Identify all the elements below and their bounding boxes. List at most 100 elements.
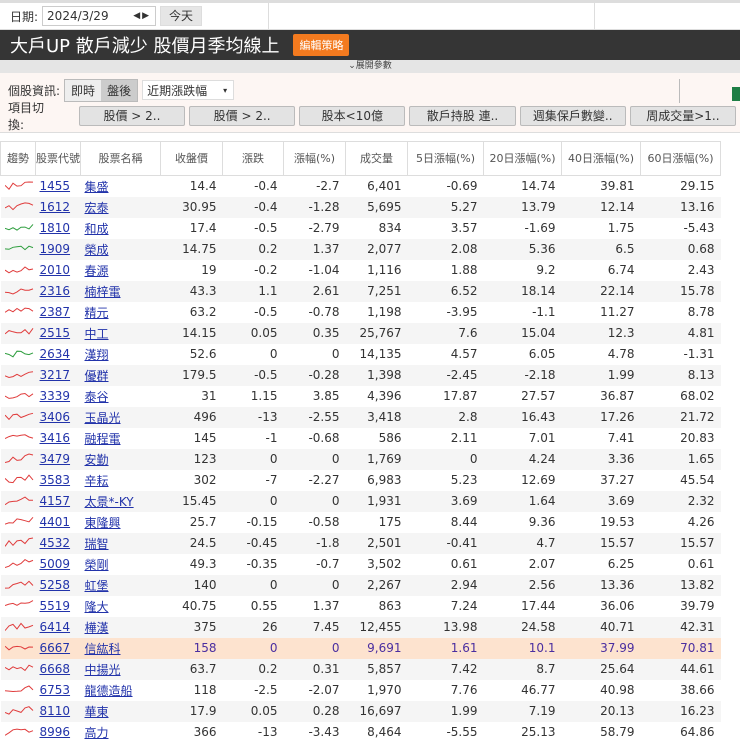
date-input[interactable]: 2024/3/29 ◀▶ — [42, 6, 157, 26]
table-row[interactable]: 4401 東隆興 25.7 -0.15 -0.58 175 8.44 9.36 19.53 4.2… — [1, 512, 721, 533]
column-header[interactable]: 收盤價 — [160, 141, 223, 176]
stock-name-link[interactable]: 安勤 — [84, 452, 109, 467]
stock-name-link[interactable]: 信紘科 — [84, 641, 121, 656]
table-row[interactable]: 5258 虹堡 140 0 0 2,267 2.94 2.56 13.36 13.82 — [0, 574, 721, 596]
today-button[interactable]: 今天 — [160, 6, 203, 26]
stock-name-link[interactable]: 中揚光 — [84, 662, 121, 677]
stock-code-link[interactable]: 2010 — [39, 263, 71, 277]
stock-code-link[interactable]: 2387 — [39, 305, 71, 319]
stock-name-link[interactable]: 漢翔 — [84, 347, 109, 362]
stock-name-link[interactable]: 虹堡 — [84, 578, 109, 593]
stock-code-link[interactable]: 1909 — [39, 242, 71, 256]
stock-name-link[interactable]: 和成 — [84, 221, 109, 236]
stock-code-link[interactable]: 1612 — [39, 200, 71, 214]
column-header[interactable]: 股票代號 — [35, 141, 81, 176]
stock-code-link[interactable]: 6414 — [39, 620, 71, 634]
info-select[interactable]: 近期漲跌幅 ▾ — [142, 80, 235, 100]
table-row[interactable]: 8110 華東 17.9 0.05 0.28 16,697 1.99 7.19 20.13 16.… — [0, 700, 721, 722]
stock-name-link[interactable]: 泰谷 — [84, 389, 109, 404]
table-row[interactable]: 3406 玉晶光 496 -13 -2.55 3,418 2.8 16.43 17.26 21.7… — [0, 406, 721, 428]
table-row[interactable]: 2010 春源 19 -0.2 -1.04 1,116 1.88 9.2 6.74 2.43 — [1, 260, 721, 281]
stock-name-link[interactable]: 榮成 — [84, 242, 109, 257]
stock-name-link[interactable]: 宏泰 — [84, 200, 109, 215]
stock-name-link[interactable]: 春源 — [84, 263, 109, 278]
stock-code-link[interactable]: 1455 — [39, 179, 71, 194]
table-row[interactable]: 2387 精元 63.2 -0.5 -0.78 1,198 -3.95 -1.1 11.27 8.… — [1, 302, 721, 323]
table-row[interactable]: 4532 瑞智 24.5 -0.45 -1.8 2,501 -0.41 4.7 15.57 15.… — [0, 532, 721, 554]
column-header[interactable]: 20日漲幅(%) — [483, 141, 562, 176]
stock-name-link[interactable]: 龍德造船 — [84, 683, 133, 698]
realtime-tab[interactable]: 即時 — [65, 79, 102, 101]
stock-name-link[interactable]: 高力 — [84, 725, 109, 740]
stock-code-link[interactable]: 6668 — [39, 662, 71, 676]
excel-export-icon[interactable] — [732, 87, 740, 101]
table-row[interactable]: 3583 辛耘 302 -7 -2.27 6,983 5.23 12.69 37.27 45.54 — [1, 470, 721, 491]
column-header[interactable]: 漲跌 — [222, 141, 284, 176]
stock-code-link[interactable]: 3339 — [39, 389, 71, 403]
stock-name-link[interactable]: 楠梓電 — [84, 284, 121, 299]
stock-code-link[interactable]: 6667 — [39, 641, 71, 655]
stock-name-link[interactable]: 東隆興 — [84, 515, 121, 530]
stock-code-link[interactable]: 3217 — [39, 368, 71, 382]
stock-code-link[interactable]: 1810 — [39, 221, 71, 235]
stock-name-link[interactable]: 樺漢 — [84, 620, 109, 635]
table-row[interactable]: 1810 和成 17.4 -0.5 -2.79 834 3.57 -1.69 1.75 -5.43 — [1, 218, 721, 239]
stock-code-link[interactable]: 8996 — [39, 725, 71, 739]
table-row[interactable]: 3339 泰谷 31 1.15 3.85 4,396 17.87 27.57 36.87 68.0… — [1, 386, 721, 407]
stock-code-link[interactable]: 3479 — [39, 452, 71, 466]
stock-name-link[interactable]: 太景*-KY — [84, 494, 134, 509]
stock-name-link[interactable]: 隆大 — [84, 599, 109, 614]
column-header[interactable]: 40日漲幅(%) — [561, 141, 641, 176]
table-row[interactable]: 5009 榮剛 49.3 -0.35 -0.7 3,502 0.61 2.07 6.25 0.61 — [1, 554, 721, 575]
table-row[interactable]: 1909 榮成 14.75 0.2 1.37 2,077 2.08 5.36 6.5 0.68 — [0, 238, 721, 260]
stock-code-link[interactable]: 5519 — [39, 599, 71, 613]
switch-button[interactable]: 散戶持股 連.. — [409, 106, 516, 126]
stock-name-link[interactable]: 辛耘 — [84, 473, 109, 488]
stock-name-link[interactable]: 中工 — [84, 326, 109, 341]
table-row[interactable]: 3479 安勤 123 0 0 1,769 0 4.24 3.36 1.65 — [0, 448, 721, 470]
date-stepper-icon[interactable]: ◀▶ — [133, 11, 152, 21]
stock-name-link[interactable]: 瑞智 — [84, 536, 109, 551]
column-header[interactable]: 5日漲幅(%) — [407, 141, 484, 176]
stock-name-link[interactable]: 融程電 — [84, 431, 121, 446]
stock-name-link[interactable]: 集盛 — [84, 179, 109, 194]
table-row[interactable]: 3217 優群 179.5 -0.5 -0.28 1,398 -2.45 -2.18 1.99 8… — [0, 364, 721, 386]
table-row[interactable]: 2634 漢翔 52.6 0 0 14,135 4.57 6.05 4.78 -1.31 — [1, 344, 721, 365]
stock-name-link[interactable]: 精元 — [84, 305, 109, 320]
switch-button[interactable]: 股價 > 2.. — [189, 106, 296, 126]
switch-button[interactable]: 周成交量>1.. — [629, 106, 736, 126]
stock-code-link[interactable]: 5258 — [39, 578, 71, 592]
stock-name-link[interactable]: 榮剛 — [84, 557, 109, 572]
table-row[interactable]: 6414 樺漢 375 26 7.45 12,455 13.98 24.58 40.71 42.3… — [0, 616, 721, 638]
table-row[interactable]: 6667 信紘科 158 0 0 9,691 1.61 10.1 37.99 70.81 — [0, 637, 721, 659]
table-row[interactable]: 3416 融程電 145 -1 -0.68 586 2.11 7.01 7.41 20.83 — [1, 428, 721, 449]
table-row[interactable]: 2316 楠梓電 43.3 1.1 2.61 7,251 6.52 18.14 22.14 15.… — [0, 280, 721, 302]
stock-code-link[interactable]: 8110 — [39, 704, 71, 718]
stock-code-link[interactable]: 6753 — [39, 683, 71, 697]
switch-button[interactable]: 週集保戶數變.. — [519, 106, 626, 126]
table-row[interactable]: 4157 太景*-KY 15.45 0 0 1,931 3.69 1.64 3.69 2.32 — [0, 490, 721, 512]
stock-code-link[interactable]: 3406 — [39, 410, 71, 424]
edit-strategy-button[interactable]: 編輯策略 — [293, 34, 350, 56]
table-row[interactable]: 1455 集盛 14.4 -0.4 -2.7 6,401 -0.69 14.74 39.81 29… — [1, 176, 721, 197]
stock-code-link[interactable]: 3416 — [39, 431, 71, 445]
stock-code-link[interactable]: 2316 — [39, 284, 71, 298]
after-hours-tab[interactable]: 盤後 — [101, 79, 138, 101]
stock-name-link[interactable]: 華東 — [84, 704, 109, 719]
table-row[interactable]: 1612 宏泰 30.95 -0.4 -1.28 5,695 5.27 13.79 12.14 1… — [0, 196, 721, 218]
table-row[interactable]: 6668 中揚光 63.7 0.2 0.31 5,857 7.42 8.7 25.64 44.61 — [0, 658, 721, 680]
table-row[interactable]: 5519 隆大 40.75 0.55 1.37 863 7.24 17.44 36.06 39.7… — [1, 596, 721, 617]
stock-name-link[interactable]: 優群 — [84, 368, 109, 383]
stock-name-link[interactable]: 玉晶光 — [84, 410, 121, 425]
stock-code-link[interactable]: 2634 — [39, 347, 71, 361]
column-header[interactable]: 60日漲幅(%) — [640, 141, 721, 176]
column-header[interactable]: 股票名稱 — [80, 141, 161, 176]
switch-button[interactable]: 股本<10億 — [299, 106, 406, 126]
stock-code-link[interactable]: 3583 — [39, 473, 71, 487]
column-header[interactable]: 趨勢 — [0, 141, 36, 176]
stock-code-link[interactable]: 4157 — [39, 494, 71, 508]
table-row[interactable]: 6753 龍德造船 118 -2.5 -2.07 1,970 7.76 46.77 40.98 3… — [1, 680, 721, 701]
switch-button[interactable]: 股價 > 2.. — [78, 106, 186, 126]
stock-code-link[interactable]: 4532 — [39, 536, 71, 550]
stock-code-link[interactable]: 5009 — [39, 557, 71, 571]
